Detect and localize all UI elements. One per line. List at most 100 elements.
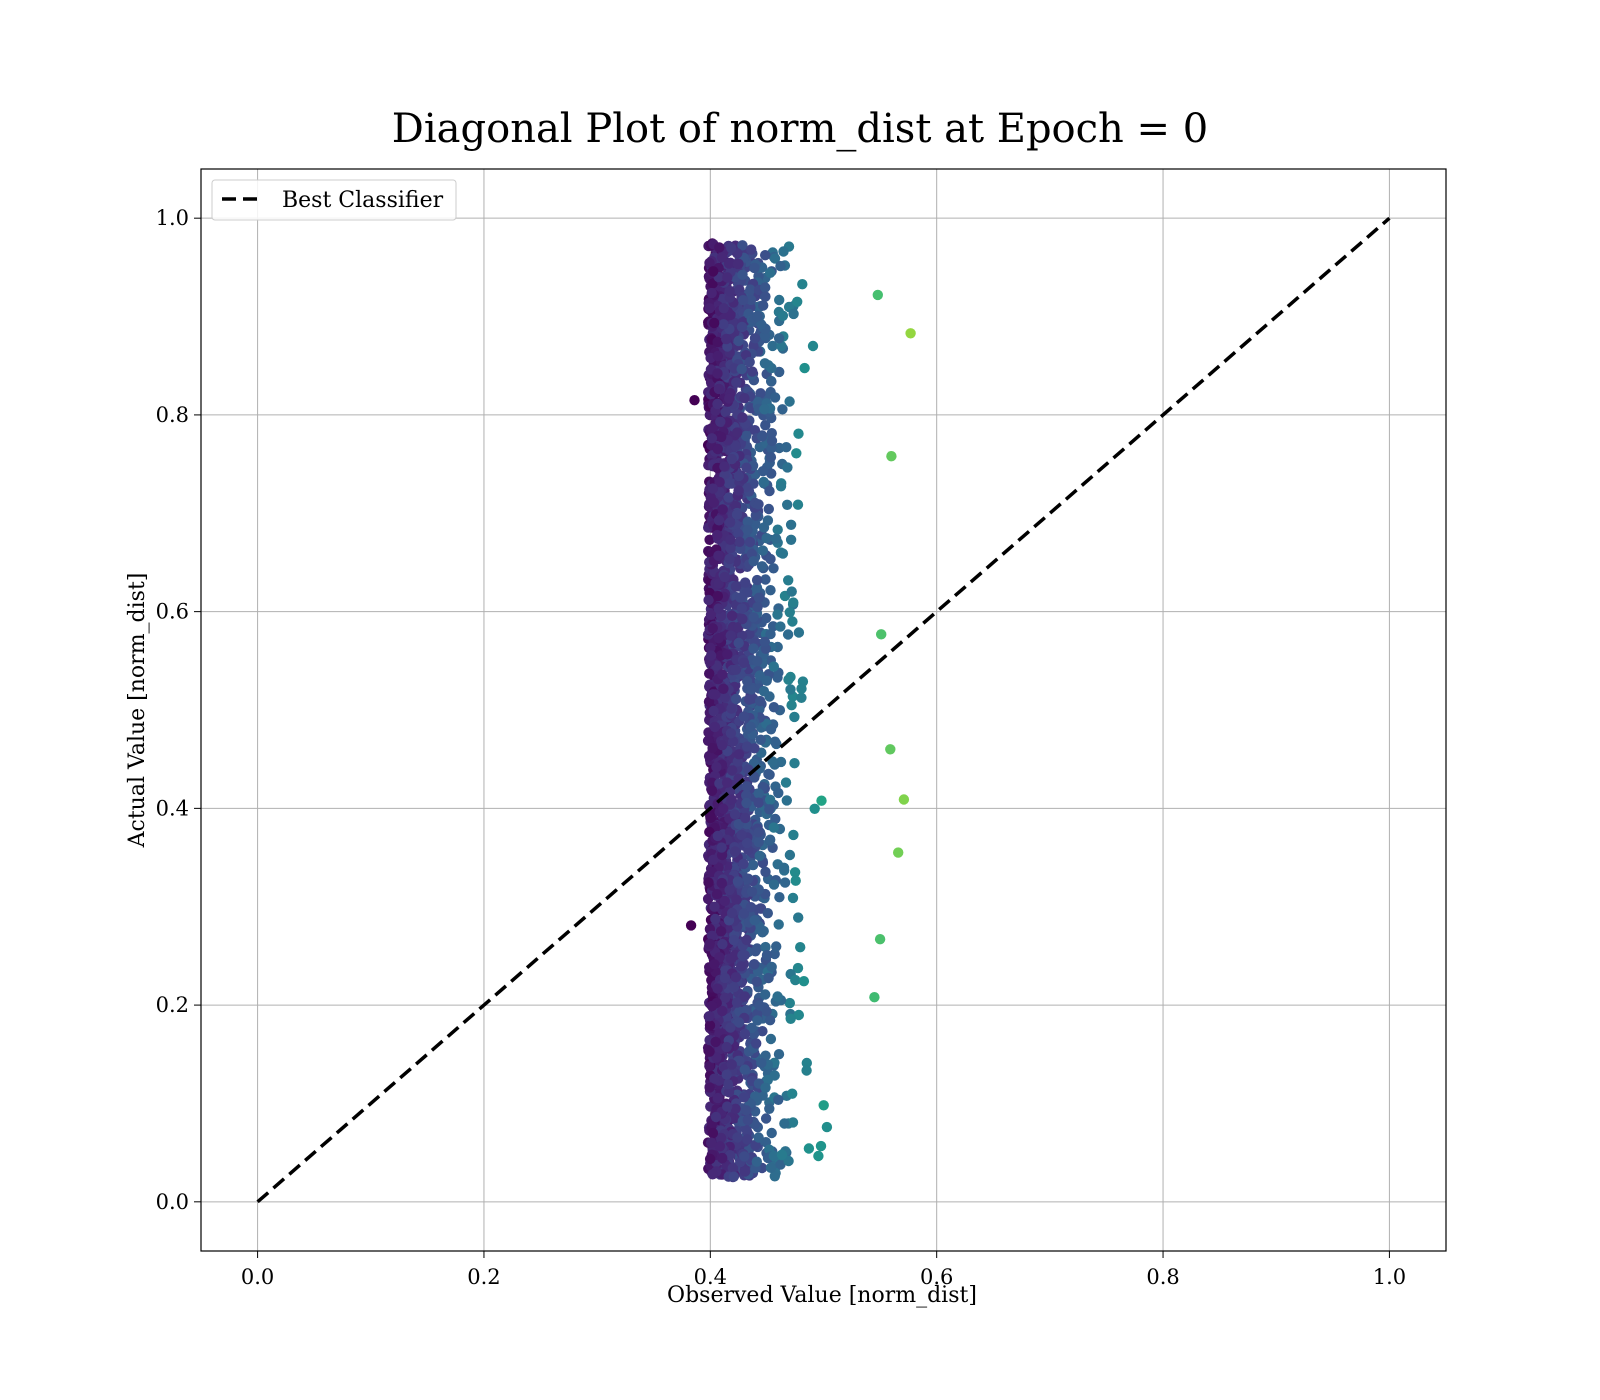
scatter-point xyxy=(780,777,792,788)
y-axis-ticks: 0.0 0.2 0.4 0.6 0.8 1.0 xyxy=(156,206,201,1214)
scatter-point xyxy=(739,1151,750,1162)
scatter-point xyxy=(769,736,781,747)
scatter-point xyxy=(730,440,741,452)
scatter-point xyxy=(785,684,796,695)
scatter-point xyxy=(733,637,744,649)
scatter-point xyxy=(764,485,775,497)
scatter-point xyxy=(756,561,768,572)
scatter-point xyxy=(706,785,718,796)
scatter-point xyxy=(765,553,776,565)
scatter-point xyxy=(741,1105,752,1116)
x-axis-ticks: 0.0 0.2 0.4 0.6 0.8 1.0 xyxy=(241,1251,1406,1289)
scatter-point xyxy=(713,550,724,561)
scatter-point xyxy=(716,740,728,751)
scatter-point xyxy=(777,548,789,559)
scatter-point xyxy=(733,470,744,482)
y-tick-label: 0.2 xyxy=(156,993,189,1017)
scatter-point xyxy=(711,1052,722,1063)
scatter-point xyxy=(708,497,720,508)
scatter-point xyxy=(722,649,733,660)
scatter-point xyxy=(745,721,756,732)
scatter-point xyxy=(775,621,786,632)
scatter-point xyxy=(787,1088,798,1099)
scatter-point xyxy=(749,262,760,274)
scatter-point xyxy=(769,1171,780,1182)
scatter-point xyxy=(719,895,730,907)
scatter-point xyxy=(749,959,760,970)
scatter-point xyxy=(712,336,723,348)
scatter-point xyxy=(764,1103,775,1115)
scatter-point xyxy=(724,285,735,297)
scatter-point xyxy=(747,366,758,377)
scatter-point xyxy=(764,1015,776,1026)
scatter-point xyxy=(766,961,777,973)
scatter-point xyxy=(709,901,720,912)
scatter-point xyxy=(788,829,799,841)
scatter-point xyxy=(728,934,740,946)
scatter-point xyxy=(751,574,763,586)
scatter-point xyxy=(706,930,718,941)
scatter-point xyxy=(786,586,797,597)
scatter-point xyxy=(784,997,795,1009)
scatter-point xyxy=(707,623,718,634)
scatter-point xyxy=(717,1152,728,1164)
scatter-point xyxy=(874,934,886,945)
scatter-point xyxy=(723,492,734,503)
scatter-point xyxy=(765,267,776,278)
scatter-point xyxy=(714,778,725,789)
scatter-point xyxy=(725,309,736,321)
scatter-point xyxy=(886,451,897,462)
scatter-point xyxy=(749,333,761,344)
scatter-point xyxy=(689,395,700,406)
scatter-point xyxy=(760,291,771,302)
scatter-point xyxy=(713,515,725,526)
scatter-point xyxy=(736,363,747,375)
scatter-point xyxy=(745,294,757,306)
scatter-point xyxy=(761,675,772,686)
scatter-point xyxy=(793,428,804,439)
scatter-point xyxy=(788,597,799,608)
scatter-point xyxy=(723,478,735,489)
scatter-point xyxy=(751,1156,762,1167)
scatter-point xyxy=(702,893,714,905)
scatter-point xyxy=(712,590,723,602)
scatter-point xyxy=(769,253,781,264)
scatter-point xyxy=(728,1171,739,1182)
scatter-point xyxy=(753,836,764,848)
scatter-point xyxy=(741,797,752,809)
scatter-point xyxy=(712,983,723,994)
scatter-point xyxy=(732,1132,743,1143)
scatter-point xyxy=(733,818,744,830)
scatter-point xyxy=(704,1153,716,1165)
scatter-point xyxy=(718,319,729,330)
scatter-point xyxy=(742,1114,753,1126)
scatter-point xyxy=(731,997,743,1008)
scatter-point xyxy=(765,585,776,596)
scatter-point xyxy=(752,1015,763,1026)
scatter-point xyxy=(768,879,780,890)
scatter-point xyxy=(760,866,771,878)
scatter-point xyxy=(709,1073,720,1084)
scatter-point xyxy=(898,794,910,805)
scatter-point xyxy=(798,976,810,987)
scatter-point xyxy=(719,972,731,984)
scatter-point xyxy=(725,728,737,739)
scatter-point xyxy=(712,1092,723,1104)
scatter-point xyxy=(746,886,758,897)
scatter-point xyxy=(712,443,723,455)
scatter-point xyxy=(740,812,751,824)
scatter-point xyxy=(797,279,808,290)
scatter-point xyxy=(716,252,728,263)
scatter-point xyxy=(720,407,731,418)
scatter-point xyxy=(737,240,748,251)
scatter-point xyxy=(768,702,780,713)
scatter-point xyxy=(726,610,738,621)
scatter-point xyxy=(731,377,742,388)
scatter-point xyxy=(757,1026,768,1037)
scatter-point xyxy=(761,1006,772,1017)
scatter-point xyxy=(788,308,799,320)
scatter-point xyxy=(816,795,827,806)
scatter-point xyxy=(781,795,792,806)
scatter-point xyxy=(724,393,735,404)
